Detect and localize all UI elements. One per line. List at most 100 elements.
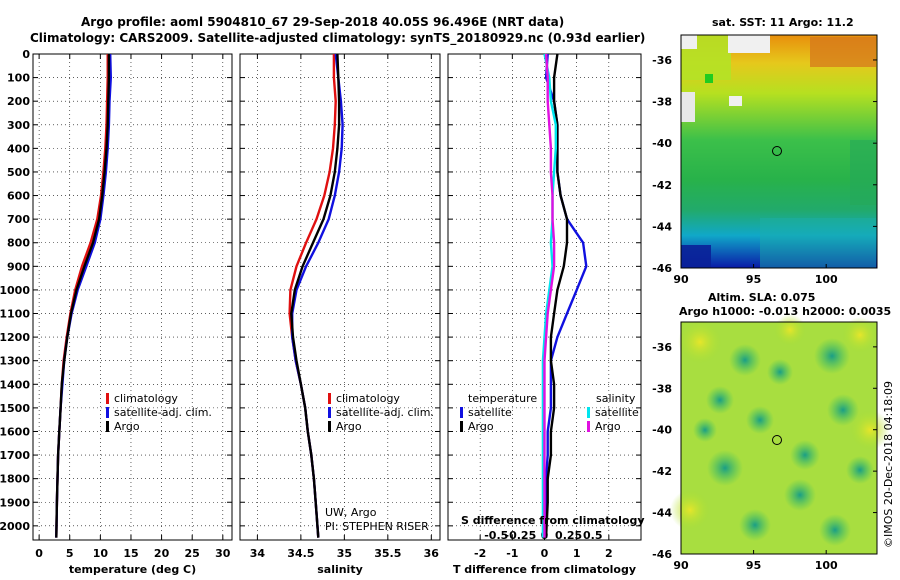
x-tick-label: 36 bbox=[424, 547, 440, 560]
depth-tick-label: 600 bbox=[7, 190, 30, 203]
x-tick-label: 34.5 bbox=[287, 547, 314, 560]
legend-swatch-s-argo bbox=[587, 421, 590, 432]
depth-tick-label: 100 bbox=[7, 72, 30, 85]
map-x-tick-label: 100 bbox=[815, 559, 838, 572]
figure-title: Argo profile: aoml 5904810_67 29-Sep-201… bbox=[81, 15, 564, 30]
sla-map-axes: 90 95 100 -36 -38 -40 -42 -44 -46 bbox=[652, 341, 877, 572]
sla-map-frame bbox=[680, 321, 878, 555]
x-tick-label: 34 bbox=[250, 547, 266, 560]
sla-argo-marker bbox=[772, 435, 782, 445]
depth-tick-label: 900 bbox=[7, 260, 30, 273]
sst-map-field bbox=[681, 35, 877, 268]
legend-swatch-t-satellite bbox=[460, 407, 463, 418]
x-tick-label: 2 bbox=[605, 547, 613, 560]
x-axis-label: temperature (deg C) bbox=[69, 563, 196, 576]
depth-tick-label: 1900 bbox=[0, 496, 30, 509]
map-y-tick-label: -40 bbox=[652, 424, 672, 437]
map-x-tick-label: 90 bbox=[673, 559, 689, 572]
map-y-tick-label: -46 bbox=[652, 548, 672, 561]
profile-line-climatology bbox=[55, 54, 109, 538]
legend-swatch-climatology bbox=[328, 393, 331, 404]
legend-swatch-satellite bbox=[106, 407, 109, 418]
map-y-tick-label: -44 bbox=[652, 507, 672, 520]
x-tick-label: 0 bbox=[35, 547, 43, 560]
sla-map: Altim. SLA: 0.075 Argo h1000: -0.013 h20… bbox=[652, 291, 891, 572]
map-y-tick-label: -38 bbox=[652, 382, 672, 395]
pi-annotation-line1: UW, Argo bbox=[325, 506, 377, 519]
x-tick-label: 15 bbox=[123, 547, 138, 560]
figure-subtitle: Climatology: CARS2009. Satellite-adjuste… bbox=[30, 31, 645, 46]
x-axis-label: T difference from climatology bbox=[453, 563, 636, 576]
depth-tick-label: 1100 bbox=[0, 308, 30, 321]
salinity-legend: climatology satellite-adj. clim. Argo UW… bbox=[325, 392, 434, 533]
legend-label: Argo bbox=[468, 420, 494, 433]
temperature-legend: climatology satellite-adj. clim. Argo bbox=[106, 392, 212, 433]
x-axis-label: salinity bbox=[317, 563, 363, 576]
x-tick-label: 35 bbox=[337, 547, 352, 560]
legend-title-salinity: salinity bbox=[596, 392, 636, 405]
profile-line-t-satellite bbox=[544, 53, 588, 538]
map-y-tick-label: -36 bbox=[652, 54, 672, 67]
s-tick-label: -0.25 bbox=[505, 529, 537, 542]
depth-tick-label: 1600 bbox=[0, 425, 30, 438]
s-tick-label: 0.5 bbox=[583, 529, 603, 542]
sst-map-axes: 90 95 100 -36 -38 -40 -42 -44 -46 bbox=[652, 54, 877, 286]
s-tick-label: -0.5 bbox=[484, 529, 508, 542]
x-tick-label: -2 bbox=[474, 547, 486, 560]
x-tick-label: 35.5 bbox=[374, 547, 401, 560]
profile-line-t-argo bbox=[544, 53, 569, 538]
depth-tick-label: 500 bbox=[7, 166, 30, 179]
legend-label: satellite-adj. clim. bbox=[114, 406, 212, 419]
axes-frame bbox=[32, 53, 233, 541]
s-tick-label: 0.25 bbox=[555, 529, 582, 542]
map-y-tick-label: -44 bbox=[652, 220, 672, 233]
legend-swatch-argo bbox=[328, 421, 331, 432]
depth-tick-label: 1000 bbox=[0, 284, 30, 297]
map-y-tick-label: -38 bbox=[652, 96, 672, 109]
x-tick-label: 10 bbox=[93, 547, 109, 560]
depth-tick-label: 1200 bbox=[0, 331, 30, 344]
profile-line-argo bbox=[290, 53, 341, 538]
map-x-tick-label: 90 bbox=[673, 273, 689, 286]
legend-label: satellite bbox=[595, 406, 639, 419]
legend-swatch-satellite bbox=[328, 407, 331, 418]
legend-swatch-argo bbox=[106, 421, 109, 432]
depth-tick-label: 200 bbox=[7, 95, 30, 108]
legend-swatch-s-satellite bbox=[587, 407, 590, 418]
x-tick-label: -1 bbox=[506, 547, 518, 560]
x-tick-label: 20 bbox=[154, 547, 170, 560]
depth-tick-label: 700 bbox=[7, 213, 30, 226]
depth-tick-label: 1500 bbox=[0, 402, 30, 415]
map-x-tick-label: 95 bbox=[746, 273, 761, 286]
legend-label: climatology bbox=[114, 392, 178, 405]
depth-tick-label: 0 bbox=[22, 48, 30, 61]
difference-legend: temperature satellite Argo salinity sate… bbox=[460, 392, 645, 527]
sst-map-frame bbox=[680, 34, 878, 269]
s-difference-label: S difference from climatology bbox=[461, 514, 645, 527]
profile-line-argo bbox=[55, 54, 111, 538]
sst-map-title: sat. SST: 11 Argo: 11.2 bbox=[712, 16, 854, 29]
x-tick-label: 25 bbox=[185, 547, 200, 560]
depth-tick-label: 1800 bbox=[0, 473, 30, 486]
map-x-tick-label: 95 bbox=[746, 559, 761, 572]
temperature-panel: 0100200300400500600700800900100011001200… bbox=[0, 48, 233, 576]
sst-argo-marker bbox=[772, 146, 782, 156]
pi-annotation-line2: PI: STEPHEN RISER bbox=[325, 520, 429, 533]
sla-map-title: Altim. SLA: 0.075 bbox=[708, 291, 815, 304]
sst-map: sat. SST: 11 Argo: 11.2 90 95 100 -36 -38 -40… bbox=[652, 16, 878, 286]
legend-swatch-climatology bbox=[106, 393, 109, 404]
depth-tick-label: 1300 bbox=[0, 355, 30, 368]
profile-line-s-argo bbox=[543, 53, 556, 538]
legend-title-temperature: temperature bbox=[468, 392, 537, 405]
x-tick-label: 5 bbox=[66, 547, 74, 560]
depth-tick-label: 300 bbox=[7, 119, 30, 132]
difference-panel: -2 -1 0 1 2-0.5-0.25 0 0.25 0.5T difference fro… bbox=[447, 53, 642, 576]
profile-line-satellite-adj-clim- bbox=[55, 53, 113, 538]
legend-swatch-t-argo bbox=[460, 421, 463, 432]
depth-tick-label: 1700 bbox=[0, 449, 30, 462]
profile-line-s-satellite bbox=[541, 53, 557, 538]
map-x-tick-label: 100 bbox=[815, 273, 838, 286]
axes-frame bbox=[239, 53, 441, 541]
map-y-tick-label: -46 bbox=[652, 262, 672, 275]
